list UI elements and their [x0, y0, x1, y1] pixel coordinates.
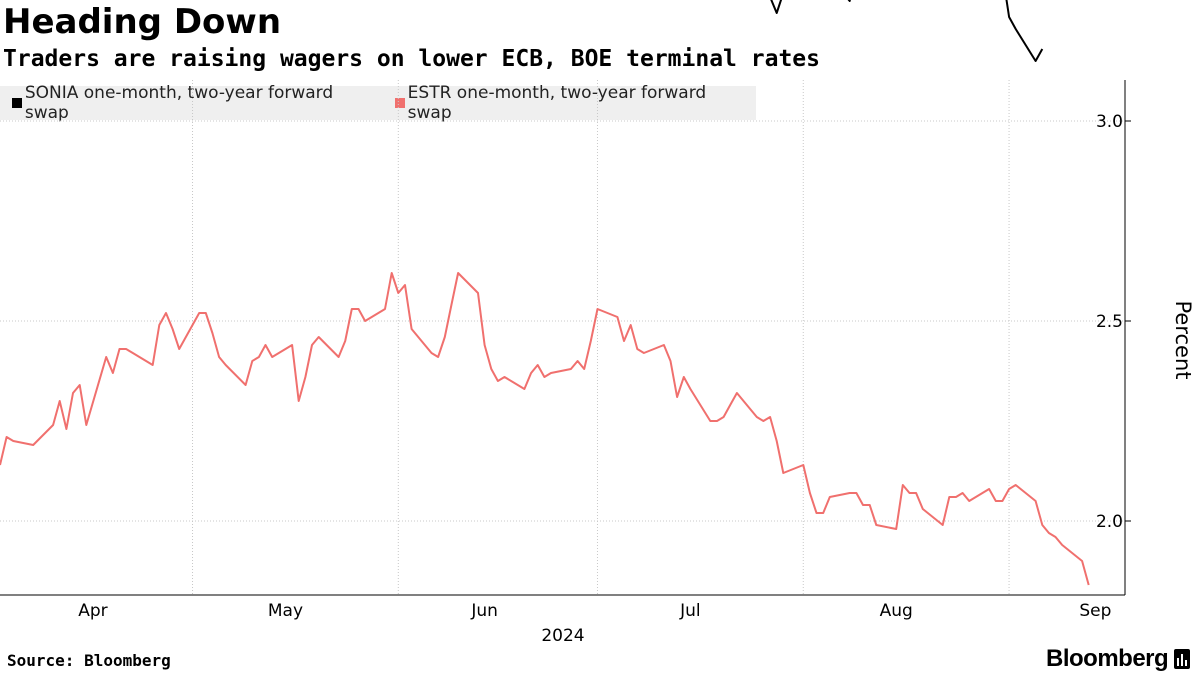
- x-tick-label: Jun: [470, 601, 498, 621]
- source-note: Source: Bloomberg: [7, 651, 171, 670]
- chart-title: Heading Down: [3, 2, 282, 42]
- x-tick-label: May: [268, 601, 303, 621]
- grid-layer: [0, 80, 1125, 595]
- legend-item-sonia: SONIA one-month, two-year forward swap: [12, 83, 377, 123]
- legend-item-estr: ESTR one-month, two-year forward swap: [394, 83, 750, 123]
- legend-swatch-estr: [394, 98, 405, 108]
- series-line-sonia: [770, 0, 1044, 62]
- x-tick-label: Sep: [1079, 601, 1111, 621]
- bloomberg-mark-icon: [1174, 649, 1191, 669]
- bloomberg-logo: Bloomberg: [1046, 645, 1191, 673]
- x-tick-label: Apr: [78, 601, 107, 621]
- x-tick-label: Aug: [880, 601, 913, 621]
- series-line-estr: [0, 272, 1090, 586]
- axis-layer: 2.02.53.03.54.0AprMayJunJulAugSep2024Per…: [0, 80, 1195, 646]
- chart-subtitle: Traders are raising wagers on lower ECB,…: [3, 46, 820, 72]
- y-axis-label: Percent: [1171, 300, 1195, 379]
- x-tick-label: Jul: [679, 601, 701, 621]
- legend-label-sonia: SONIA one-month, two-year forward swap: [24, 83, 334, 123]
- x-axis-year-label: 2024: [541, 626, 584, 646]
- y-tick-label: 3.0: [1096, 112, 1123, 132]
- y-tick-label: 2.5: [1096, 312, 1123, 332]
- series-layer: [0, 0, 1090, 586]
- y-tick-label: 2.0: [1096, 512, 1123, 532]
- legend-label-estr: ESTR one-month, two-year forward swap: [407, 83, 707, 123]
- legend-swatch-sonia: [12, 98, 22, 108]
- chart-legend: SONIA one-month, two-year forward swap E…: [0, 83, 756, 123]
- brand-text: Bloomberg: [1046, 645, 1169, 672]
